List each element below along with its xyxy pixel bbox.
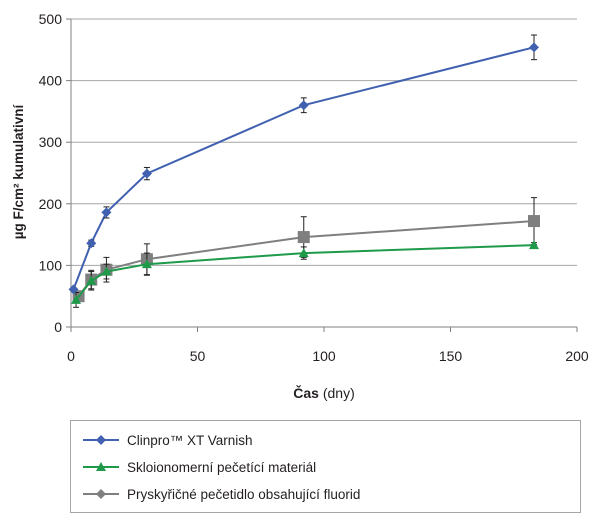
data-point-triangle xyxy=(71,294,82,304)
data-point-diamond xyxy=(101,207,112,218)
x-tick-label: 200 xyxy=(565,348,589,364)
data-point-triangle xyxy=(101,266,112,276)
x-tick-label: 0 xyxy=(67,348,75,364)
grid-lines xyxy=(71,18,577,266)
series-line xyxy=(72,46,535,290)
x-tick-label: 50 xyxy=(190,348,206,364)
data-point-diamond xyxy=(86,238,97,249)
x-axis-title-unit: (dny) xyxy=(323,385,355,401)
x-tick-labels: 0 50 100 150 200 xyxy=(67,348,589,364)
y-tick-label: 400 xyxy=(39,73,63,89)
data-point-diamond xyxy=(68,284,79,295)
data-point-square xyxy=(297,231,310,244)
y-tick-label: 0 xyxy=(54,319,62,335)
data-point-diamond xyxy=(141,168,152,179)
legend-item-resin-sealant: Pryskyřičné pečetidlo obsahující fluorid xyxy=(83,483,360,505)
data-point-triangle xyxy=(86,275,97,285)
series-2 xyxy=(72,197,540,303)
y-tick-label: 200 xyxy=(39,196,63,212)
chart: 0 100 200 300 400 500 0 50 100 150 200 µg F/cm² k… xyxy=(11,11,589,401)
y-tick-labels: 0 100 200 300 400 500 xyxy=(39,11,63,335)
x-tick-label: 100 xyxy=(312,348,336,364)
x-axis-title: Čas (dny) xyxy=(293,384,354,401)
legend-label-glass-ionomer: Skloionomerní pečetící materiál xyxy=(127,459,317,475)
legend-marker-grey-diamond xyxy=(83,489,119,499)
legend-marker-triangle xyxy=(83,462,119,471)
data-point-diamond xyxy=(298,100,309,111)
x-axis-title-main: Čas xyxy=(293,384,319,401)
axes xyxy=(66,18,578,332)
series-layer xyxy=(68,34,540,308)
data-point-triangle xyxy=(141,259,152,269)
y-tick-label: 300 xyxy=(39,134,63,150)
legend: Clinpro™ XT Varnish Skloionomerní pečetí… xyxy=(70,420,581,513)
y-tick-label: 100 xyxy=(39,257,63,273)
series-0 xyxy=(68,34,539,295)
data-point-triangle xyxy=(298,248,309,258)
data-point-square xyxy=(527,215,540,228)
legend-marker-diamond xyxy=(83,435,119,445)
y-axis-title: µg F/cm² kumulativní xyxy=(11,103,26,239)
legend-label-clinpro: Clinpro™ XT Varnish xyxy=(127,432,253,448)
data-point-diamond xyxy=(528,42,539,53)
data-point-triangle xyxy=(528,240,539,250)
legend-label-resin-sealant: Pryskyřičné pečetidlo obsahující fluorid xyxy=(127,486,361,502)
y-tick-label: 500 xyxy=(39,11,63,27)
legend-item-glass-ionomer: Skloionomerní pečetící materiál xyxy=(83,456,316,478)
series-1 xyxy=(71,240,539,308)
legend-item-clinpro: Clinpro™ XT Varnish xyxy=(83,429,253,451)
x-tick-label: 150 xyxy=(439,348,463,364)
